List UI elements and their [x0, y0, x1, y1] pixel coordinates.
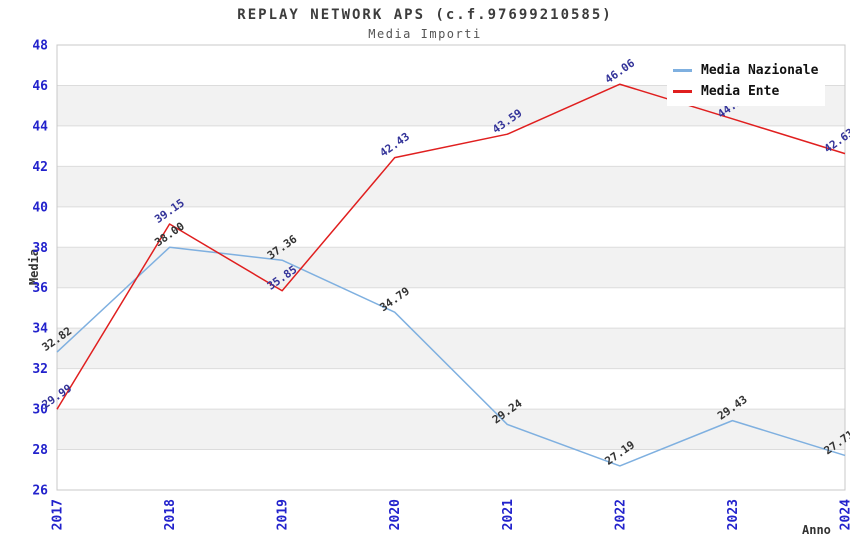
y-tick-label: 44 [32, 119, 48, 134]
plot-band [57, 166, 845, 207]
legend-item-media-ente: Media Ente [673, 81, 823, 102]
chart-subtitle: Media Importi [368, 27, 482, 41]
plot-band [57, 247, 845, 288]
plot-border [56, 44, 846, 491]
y-tick-label: 34 [32, 322, 48, 337]
x-tick-label: 2019 [276, 499, 291, 530]
x-tick-label: 2018 [163, 499, 178, 530]
y-tick-label: 48 [32, 39, 48, 54]
media-nazionale-line-swatch-icon [673, 69, 692, 72]
y-tick-label: 32 [32, 362, 48, 377]
legend-label: Media Ente [701, 84, 780, 99]
chart-title: REPLAY NETWORK APS (c.f.97699210585) [237, 7, 613, 23]
series-line-media-nazionale [56, 246, 846, 467]
y-tick-label: 36 [32, 281, 48, 296]
legend-label: Media Nazionale [701, 63, 819, 78]
plot-band [57, 328, 845, 369]
y-tick-label: 26 [32, 484, 48, 499]
y-tick-label: 40 [32, 200, 48, 215]
legend-item-media-nazionale: Media Nazionale [673, 60, 823, 81]
x-tick-label: 2024 [839, 499, 850, 530]
x-tick-label: 2021 [501, 499, 516, 530]
plot-band [57, 449, 845, 490]
x-tick-label: 2020 [388, 499, 403, 530]
x-tick-label: 2017 [51, 499, 66, 530]
plot-band [57, 206, 845, 248]
plot-band [57, 287, 845, 329]
plot-band [57, 409, 845, 450]
plot-band [57, 368, 845, 410]
x-tick-label: 2022 [613, 499, 628, 530]
y-tick-label: 28 [32, 443, 48, 458]
legend: Media Nazionale Media Ente [667, 56, 825, 106]
series-line-media-ente [56, 83, 846, 410]
media-ente-line-swatch-icon [673, 90, 692, 93]
y-tick-label: 38 [32, 241, 48, 256]
y-tick-label: 42 [32, 160, 48, 175]
x-tick-label: 2023 [726, 499, 741, 530]
y-tick-label: 30 [32, 403, 48, 418]
x-axis-label: Anno [802, 523, 831, 537]
y-tick-label: 46 [32, 79, 48, 94]
